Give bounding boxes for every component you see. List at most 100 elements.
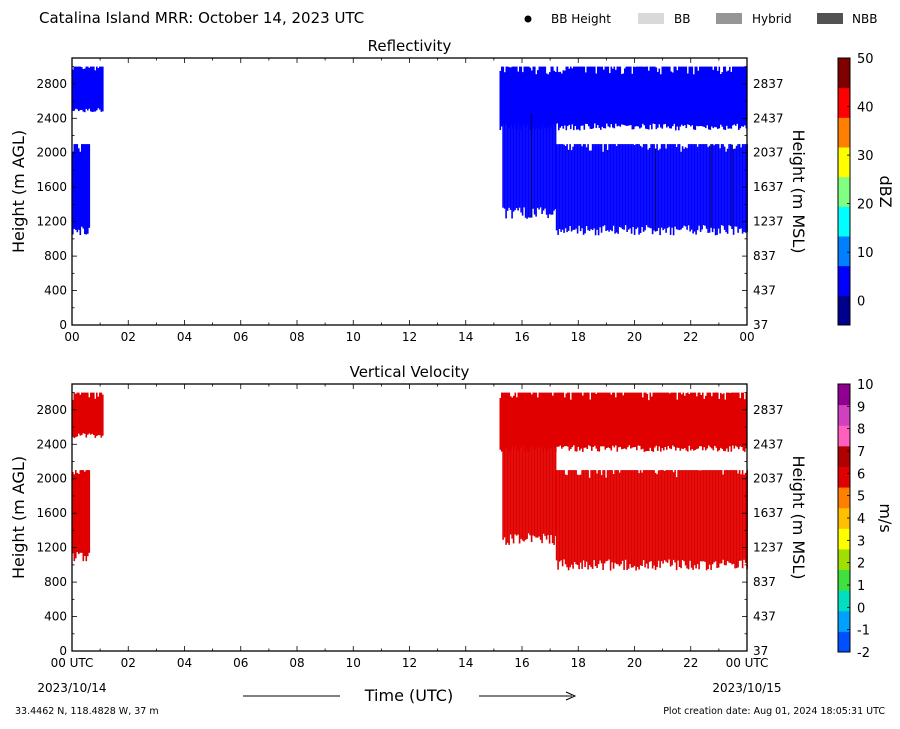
echo-strip <box>641 472 643 566</box>
colorbar-segment <box>838 548 850 571</box>
echo-strip <box>570 470 573 565</box>
echo-strip <box>611 144 613 232</box>
echo-strip <box>745 392 748 449</box>
x-tick-label: 00 <box>739 330 754 344</box>
echo-strip <box>710 470 712 570</box>
echo-strip <box>608 470 610 560</box>
echo-strip <box>514 443 516 535</box>
echo-strip <box>505 114 507 219</box>
echo-strip <box>82 144 85 229</box>
echo-strip <box>606 470 609 561</box>
echo-strip <box>717 470 720 568</box>
echo-strip <box>696 146 699 231</box>
echo-strip <box>550 440 552 535</box>
echo-strip <box>102 66 104 112</box>
echo-strip <box>704 144 706 226</box>
colorbar-segment <box>838 147 850 178</box>
echo-strip <box>507 392 509 451</box>
echo-strip <box>619 392 622 447</box>
echo-strip <box>606 150 609 231</box>
echo-strip <box>597 470 600 565</box>
echo-strip <box>545 447 548 540</box>
echo-strip <box>576 66 578 130</box>
echo-strip <box>645 66 647 129</box>
echo-strip <box>685 393 688 451</box>
echo-strip <box>539 440 542 540</box>
y2-tick-label: 37 <box>753 644 768 658</box>
echo-strip <box>578 144 580 226</box>
colorbar-segment <box>838 236 850 267</box>
echo-strip <box>564 474 567 565</box>
colorbar-segment <box>838 87 850 118</box>
echo-strip <box>501 66 503 127</box>
echo-strip <box>589 66 592 129</box>
echo-strip <box>603 144 606 226</box>
echo-strip <box>583 392 586 448</box>
echo-strip <box>627 392 629 448</box>
echo-strip <box>729 144 732 227</box>
echo-strip <box>588 392 590 446</box>
colorbar-segment <box>838 445 850 467</box>
echo-strip <box>604 66 607 129</box>
echo-strip <box>517 117 519 211</box>
echo-strip <box>536 114 539 208</box>
echo-strip <box>543 392 545 448</box>
echo-strip <box>607 66 610 127</box>
echo-strip <box>605 477 607 562</box>
echo-strip <box>643 392 646 452</box>
echo-strip <box>615 470 618 565</box>
x-tick-label: 22 <box>683 656 698 670</box>
echo-strip <box>582 470 585 561</box>
echo-strip <box>88 144 91 228</box>
echo-strip <box>628 66 631 126</box>
echo-strip <box>571 392 574 448</box>
echo-strip <box>674 144 676 227</box>
echo-strip <box>650 144 652 229</box>
echo-strip <box>563 144 565 233</box>
echo-strip <box>82 69 85 112</box>
echo-strip <box>94 398 97 438</box>
echo-strip <box>100 66 103 112</box>
echo-strip <box>525 392 527 449</box>
echo-strip <box>504 392 506 450</box>
echo-strip <box>653 470 655 566</box>
echo-strip <box>531 394 533 447</box>
echo-strip <box>503 440 506 538</box>
y2-axis-label: Height (m MSL) <box>789 455 808 579</box>
x-tick-label: 02 <box>121 656 136 670</box>
echo-strip <box>568 68 571 125</box>
echo-strip <box>82 392 85 434</box>
echo-strip <box>724 66 727 130</box>
echo-strip <box>506 114 509 211</box>
echo-strip <box>564 70 566 126</box>
echo-strip <box>686 470 688 569</box>
echo-strip <box>728 470 730 563</box>
echo-strip <box>552 66 554 124</box>
colorbar-tick-label: 20 <box>857 198 874 213</box>
echo-strip <box>576 392 578 452</box>
echo-strip <box>683 148 685 226</box>
x-tick-label: 00 <box>64 330 79 344</box>
echo-strip <box>102 394 104 436</box>
echo-strip <box>651 144 654 235</box>
echo-strip <box>73 474 76 562</box>
x-tick-label: 06 <box>233 656 248 670</box>
echo-strip <box>93 392 95 435</box>
echo-strip <box>639 66 641 129</box>
echo-strip <box>574 392 577 452</box>
echo-strip <box>707 147 709 233</box>
echo-strip <box>557 144 559 235</box>
echo-strip <box>565 393 568 447</box>
footer-creation-date: Plot creation date: Aug 01, 2024 18:05:3… <box>663 706 885 717</box>
echo-strip <box>612 392 614 446</box>
colorbar-tick-label: 40 <box>857 101 874 116</box>
echo-strip <box>692 470 694 570</box>
echo-strip <box>683 470 685 562</box>
echo-strip <box>610 394 613 451</box>
echo-strip <box>636 470 639 567</box>
echo-strip <box>715 66 718 128</box>
echo-strip <box>605 144 607 231</box>
colorbar-tick-label: 5 <box>857 490 865 505</box>
